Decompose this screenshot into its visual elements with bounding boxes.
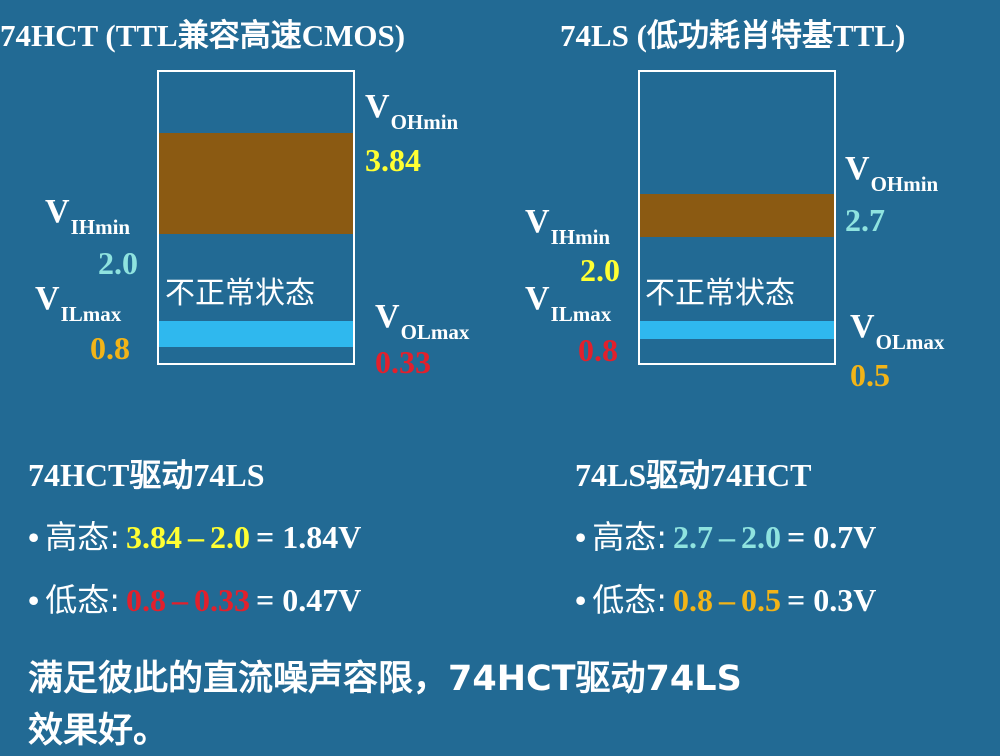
operand: 0.8 <box>673 582 713 618</box>
minus: – <box>719 582 735 618</box>
calc-line: • 高态: 3.84–2.0 = 1.84V <box>28 512 367 558</box>
low-band <box>640 321 834 339</box>
operand: 2.7 <box>673 519 713 555</box>
bullet: • <box>575 582 587 618</box>
vil-value: 0.8 <box>578 332 618 368</box>
voh-value: 2.7 <box>845 202 885 238</box>
operand: 0.8 <box>126 582 166 618</box>
subscript: IHmin <box>550 225 611 249</box>
subscript: ILmax <box>550 302 612 326</box>
vih: VIHmin <box>45 193 130 239</box>
minus: – <box>172 582 188 618</box>
operand: 2.0 <box>210 519 250 555</box>
symbol: V <box>850 308 875 345</box>
vih: VIHmin <box>525 203 610 249</box>
bullet: • <box>575 519 587 555</box>
vol: VOLmax <box>850 308 944 354</box>
panel-title: 74LS (低功耗肖特基TTL) <box>560 18 906 53</box>
label: 高态: <box>592 518 667 556</box>
conclusion: 满足彼此的直流噪声容限，74HCT驱动74LS <box>28 659 742 699</box>
vol-value: 0.33 <box>375 344 431 380</box>
symbol: V <box>845 150 870 187</box>
label: 高态: <box>45 518 120 556</box>
high-band <box>640 194 834 237</box>
voh: VOHmin <box>845 150 938 196</box>
bullet: • <box>28 519 40 555</box>
result: = 0.47V <box>256 582 362 618</box>
symbol: V <box>45 193 70 230</box>
subscript: OLmax <box>875 330 945 354</box>
subscript: OHmin <box>870 172 939 196</box>
level-box <box>157 70 355 365</box>
operand: 3.84 <box>126 519 182 555</box>
vil-value: 0.8 <box>90 330 130 366</box>
high-band <box>159 133 353 234</box>
result: = 0.3V <box>787 582 877 618</box>
vih-value: 2.0 <box>580 252 620 288</box>
operand: 0.5 <box>741 582 781 618</box>
subscript: OHmin <box>390 110 459 134</box>
label: 低态: <box>592 581 667 619</box>
level-box <box>638 70 836 365</box>
band-label: 不正常状态 <box>165 276 315 311</box>
conclusion: 效果好。 <box>28 711 169 751</box>
result: = 0.7V <box>787 519 877 555</box>
calc-line: • 低态: 0.8–0.5 = 0.3V <box>575 575 882 621</box>
vih-value: 2.0 <box>98 245 138 281</box>
operand: 0.33 <box>194 582 250 618</box>
operand: 2.0 <box>741 519 781 555</box>
subscript: OLmax <box>400 320 470 344</box>
section-heading: 74HCT驱动74LS <box>28 457 265 493</box>
band-label: 不正常状态 <box>645 276 795 311</box>
subscript: ILmax <box>60 302 122 326</box>
vol-value: 0.5 <box>850 357 890 393</box>
voh-value: 3.84 <box>365 142 421 178</box>
panel-title: 74HCT (TTL兼容高速CMOS) <box>0 18 406 53</box>
vil: VILmax <box>525 280 611 326</box>
symbol: V <box>365 88 390 125</box>
result: = 1.84V <box>256 519 362 555</box>
vil: VILmax <box>35 280 121 326</box>
label: 低态: <box>45 581 120 619</box>
calc-line: • 低态: 0.8–0.33 = 0.47V <box>28 575 367 621</box>
calc-line: • 高态: 2.7–2.0 = 0.7V <box>575 512 882 558</box>
symbol: V <box>375 298 400 335</box>
section-heading: 74LS驱动74HCT <box>575 457 812 493</box>
low-band <box>159 321 353 347</box>
symbol: V <box>525 280 550 317</box>
symbol: V <box>525 203 550 240</box>
bullet: • <box>28 582 40 618</box>
vol: VOLmax <box>375 298 469 344</box>
subscript: IHmin <box>70 215 131 239</box>
voh: VOHmin <box>365 88 458 134</box>
minus: – <box>719 519 735 555</box>
symbol: V <box>35 280 60 317</box>
minus: – <box>188 519 204 555</box>
